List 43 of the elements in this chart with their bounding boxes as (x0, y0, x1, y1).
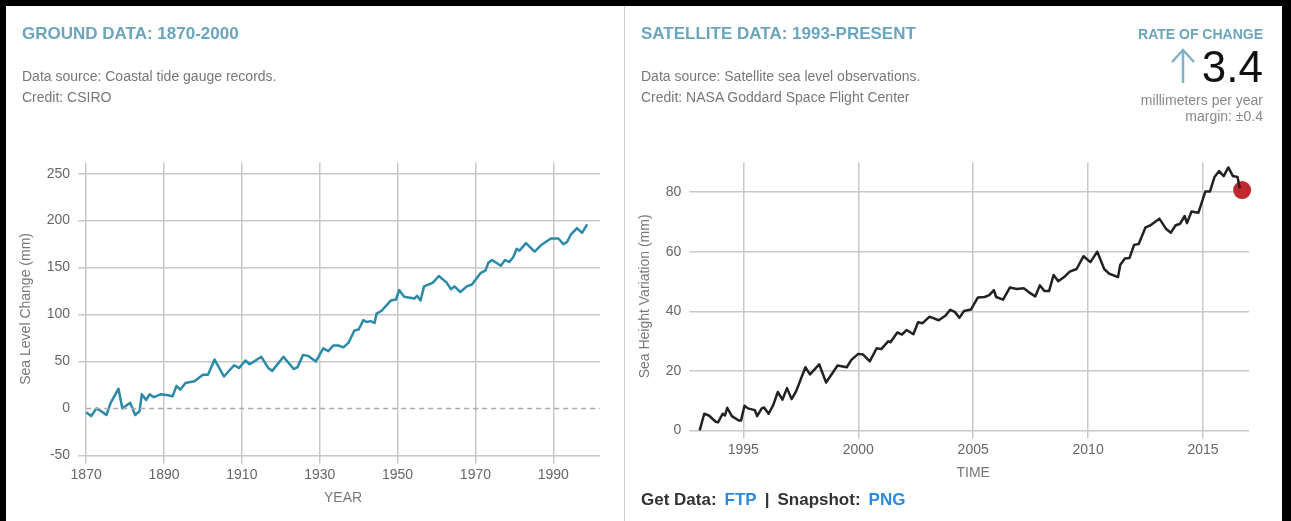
text: Get Data: (641, 490, 717, 509)
text: | (764, 490, 770, 509)
x-tick-label: 1970 (459, 465, 492, 482)
text: margin: ±0.4 (1184, 108, 1263, 124)
x-tick-label: 1990 (537, 465, 570, 482)
chart-title: GROUND DATA: 1870-2000 (22, 24, 239, 44)
y-tick-label: 60 (665, 242, 682, 259)
y-tick-label: 150 (46, 258, 71, 275)
text: PNG (868, 490, 906, 509)
y-tick-label: 50 (54, 352, 71, 369)
y-tick-label: 40 (665, 302, 682, 319)
y-axis-title: Sea Level Change (mm) (17, 233, 34, 385)
x-tick-label: 1910 (226, 465, 258, 482)
x-tick-label: 1950 (382, 465, 414, 482)
y-tick-label: 0 (62, 399, 71, 416)
y-tick-label: 20 (665, 361, 682, 378)
y-tick-label: 250 (46, 164, 71, 181)
chart-subtitle: Data source: Satellite sea level observations. (641, 68, 921, 84)
text: RATE OF CHANGE (1138, 26, 1263, 42)
x-tick-label: 1995 (727, 440, 760, 457)
text: 3.4 (1201, 42, 1263, 91)
y-tick-label: 80 (665, 183, 682, 200)
y-tick-label: 200 (46, 211, 71, 228)
y-tick-label: 0 (673, 421, 682, 438)
x-tick-label: 1930 (304, 465, 336, 482)
text: Credit: CSIRO (22, 89, 112, 105)
text: Credit: NASA Goddard Space Flight Center (641, 89, 910, 105)
x-tick-label: 2015 (1187, 440, 1219, 457)
x-tick-label: 1890 (148, 465, 180, 482)
x-tick-label: 2005 (957, 440, 989, 457)
y-axis-title: Sea Height Variation (mm) (636, 214, 653, 379)
y-tick-label: -50 (49, 446, 71, 463)
chart-subtitle: Data source: Coastal tide gauge records. (22, 68, 277, 84)
x-axis-title: YEAR (324, 489, 363, 506)
text: millimeters per year (1139, 92, 1263, 108)
chart-title: SATELLITE DATA: 1993-PRESENT (641, 24, 916, 44)
text: Snapshot: (777, 490, 861, 509)
x-tick-label: 2000 (842, 440, 875, 457)
x-tick-label: 2010 (1072, 440, 1104, 457)
y-tick-label: 100 (46, 305, 71, 322)
x-tick-label: 1870 (70, 465, 102, 482)
text: FTP (724, 490, 757, 509)
x-axis-title: TIME (956, 464, 990, 481)
